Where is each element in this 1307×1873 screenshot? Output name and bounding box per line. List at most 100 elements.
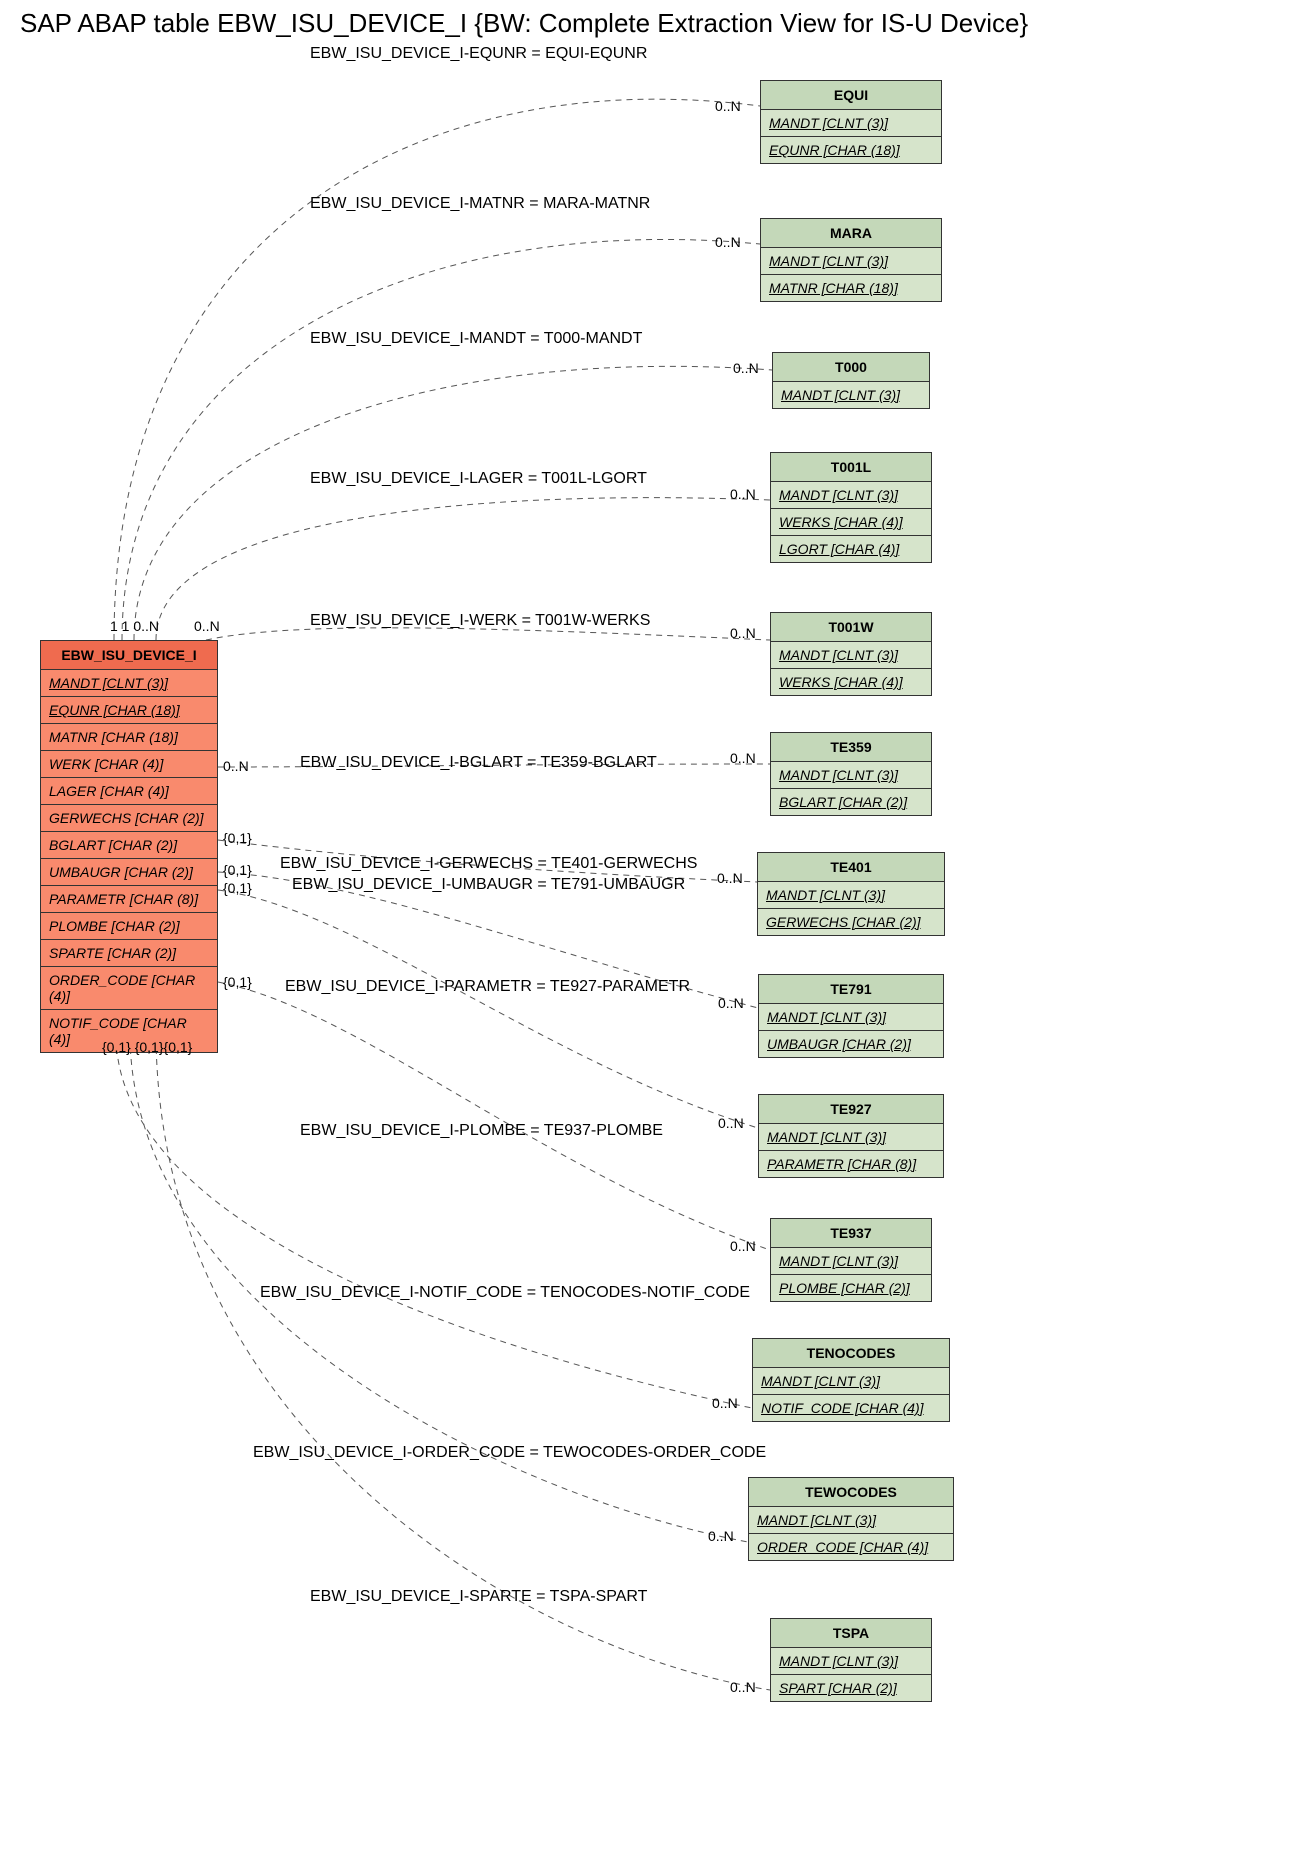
- entity-field: PARAMETR [CHAR (8)]: [41, 886, 217, 913]
- ref-entity-te937: TE937MANDT [CLNT (3)]PLOMBE [CHAR (2)]: [770, 1218, 932, 1302]
- relationship-label: EBW_ISU_DEVICE_I-LAGER = T001L-LGORT: [310, 470, 647, 488]
- entity-field: MANDT [CLNT (3)]: [761, 110, 941, 137]
- ref-entity-t001w: T001WMANDT [CLNT (3)]WERKS [CHAR (4)]: [770, 612, 932, 696]
- entity-header: TE791: [759, 975, 943, 1004]
- entity-field: LGORT [CHAR (4)]: [771, 536, 931, 562]
- entity-field: SPART [CHAR (2)]: [771, 1675, 931, 1701]
- entity-field: MANDT [CLNT (3)]: [771, 762, 931, 789]
- relationship-label: EBW_ISU_DEVICE_I-PLOMBE = TE937-PLOMBE: [300, 1122, 663, 1140]
- ref-entity-tenocodes: TENOCODESMANDT [CLNT (3)]NOTIF_CODE [CHA…: [752, 1338, 950, 1422]
- cardinality-label: 0..N: [194, 618, 220, 634]
- ref-entity-tspa: TSPAMANDT [CLNT (3)]SPART [CHAR (2)]: [770, 1618, 932, 1702]
- cardinality-label: 0..N: [715, 234, 741, 250]
- relationship-label: EBW_ISU_DEVICE_I-NOTIF_CODE = TENOCODES-…: [260, 1284, 750, 1302]
- entity-field: MANDT [CLNT (3)]: [749, 1507, 953, 1534]
- connector-path: [122, 239, 760, 640]
- entity-header: TE927: [759, 1095, 943, 1124]
- entity-field: BGLART [CHAR (2)]: [41, 832, 217, 859]
- relationship-label: EBW_ISU_DEVICE_I-UMBAUGR = TE791-UMBAUGR: [292, 876, 685, 894]
- entity-header: TE937: [771, 1219, 931, 1248]
- cardinality-label: 0..N: [730, 625, 756, 641]
- entity-field: PARAMETR [CHAR (8)]: [759, 1151, 943, 1177]
- ref-entity-t001l: T001LMANDT [CLNT (3)]WERKS [CHAR (4)]LGO…: [770, 452, 932, 563]
- cardinality-label: 0..N: [718, 1115, 744, 1131]
- entity-field: SPARTE [CHAR (2)]: [41, 940, 217, 967]
- entity-field: LAGER [CHAR (4)]: [41, 778, 217, 805]
- cardinality-label: 0..N: [708, 1528, 734, 1544]
- cardinality-label: {0,1}: [223, 830, 252, 846]
- entity-field: PLOMBE [CHAR (2)]: [771, 1275, 931, 1301]
- entity-header: TE401: [758, 853, 944, 882]
- relationship-label: EBW_ISU_DEVICE_I-ORDER_CODE = TEWOCODES-…: [253, 1444, 766, 1462]
- relationship-label: EBW_ISU_DEVICE_I-MATNR = MARA-MATNR: [310, 195, 650, 213]
- entity-header: MARA: [761, 219, 941, 248]
- cardinality-label: {0,1}: [223, 880, 252, 896]
- entity-field: NOTIF_CODE [CHAR (4)]: [753, 1395, 949, 1421]
- entity-field: MANDT [CLNT (3)]: [771, 1248, 931, 1275]
- relationship-label: EBW_ISU_DEVICE_I-WERK = T001W-WERKS: [310, 612, 650, 630]
- connector-path: [116, 1037, 752, 1408]
- entity-field: WERKS [CHAR (4)]: [771, 669, 931, 695]
- entity-field: WERK [CHAR (4)]: [41, 751, 217, 778]
- entity-field: EQUNR [CHAR (18)]: [761, 137, 941, 163]
- entity-field: ORDER_CODE [CHAR (4)]: [749, 1534, 953, 1560]
- ref-entity-t000: T000MANDT [CLNT (3)]: [772, 352, 930, 409]
- cardinality-label: 0..N: [712, 1395, 738, 1411]
- relationship-label: EBW_ISU_DEVICE_I-BGLART = TE359-BGLART: [300, 754, 657, 772]
- ref-entity-te791: TE791MANDT [CLNT (3)]UMBAUGR [CHAR (2)]: [758, 974, 944, 1058]
- entity-field: BGLART [CHAR (2)]: [771, 789, 931, 815]
- entity-field: GERWECHS [CHAR (2)]: [41, 805, 217, 832]
- entity-header: TEWOCODES: [749, 1478, 953, 1507]
- ref-entity-mara: MARAMANDT [CLNT (3)]MATNR [CHAR (18)]: [760, 218, 942, 302]
- ref-entity-equi: EQUIMANDT [CLNT (3)]EQUNR [CHAR (18)]: [760, 80, 942, 164]
- entity-field: EQUNR [CHAR (18)]: [41, 697, 217, 724]
- entity-header: TENOCODES: [753, 1339, 949, 1368]
- entity-field: MANDT [CLNT (3)]: [41, 670, 217, 697]
- relationship-label: EBW_ISU_DEVICE_I-EQUNR = EQUI-EQUNR: [310, 45, 647, 63]
- entity-header: T001L: [771, 453, 931, 482]
- relationship-label: EBW_ISU_DEVICE_I-GERWECHS = TE401-GERWEC…: [280, 855, 697, 873]
- entity-header: TE359: [771, 733, 931, 762]
- entity-field: MANDT [CLNT (3)]: [759, 1124, 943, 1151]
- cardinality-label: 0..N: [717, 870, 743, 886]
- entity-field: MANDT [CLNT (3)]: [759, 1004, 943, 1031]
- erd-canvas: SAP ABAP table EBW_ISU_DEVICE_I {BW: Com…: [0, 0, 1307, 1873]
- cardinality-label: 0..N: [730, 750, 756, 766]
- entity-field: MANDT [CLNT (3)]: [753, 1368, 949, 1395]
- cardinality-label: 1 1 0..N: [110, 618, 159, 634]
- main-entity: EBW_ISU_DEVICE_IMANDT [CLNT (3)]EQUNR [C…: [40, 640, 218, 1053]
- connector-path: [134, 366, 772, 640]
- entity-field: WERKS [CHAR (4)]: [771, 509, 931, 536]
- cardinality-label: {0,1}: [223, 974, 252, 990]
- cardinality-label: 0..N: [715, 98, 741, 114]
- cardinality-label: 0..N: [718, 995, 744, 1011]
- entity-field: MATNR [CHAR (18)]: [41, 724, 217, 751]
- relationship-label: EBW_ISU_DEVICE_I-MANDT = T000-MANDT: [310, 330, 642, 348]
- cardinality-label: 0..N: [733, 360, 759, 376]
- cardinality-label: 0..N: [730, 486, 756, 502]
- entity-field: UMBAUGR [CHAR (2)]: [41, 859, 217, 886]
- cardinality-label: 0..N: [223, 758, 249, 774]
- entity-field: ORDER_CODE [CHAR (4)]: [41, 967, 217, 1010]
- entity-header: T000: [773, 353, 929, 382]
- connector-path: [218, 890, 758, 1128]
- entity-header: EBW_ISU_DEVICE_I: [41, 641, 217, 670]
- cardinality-label: 0..N: [730, 1679, 756, 1695]
- relationship-label: EBW_ISU_DEVICE_I-SPARTE = TSPA-SPART: [310, 1588, 647, 1606]
- entity-field: MATNR [CHAR (18)]: [761, 275, 941, 301]
- ref-entity-te401: TE401MANDT [CLNT (3)]GERWECHS [CHAR (2)]: [757, 852, 945, 936]
- cardinality-label: 0..N: [730, 1238, 756, 1254]
- entity-header: T001W: [771, 613, 931, 642]
- entity-field: MANDT [CLNT (3)]: [773, 382, 929, 408]
- entity-field: MANDT [CLNT (3)]: [771, 482, 931, 509]
- entity-field: MANDT [CLNT (3)]: [758, 882, 944, 909]
- cardinality-label: {0,1} {0,1}{0,1}: [102, 1039, 192, 1055]
- entity-header: TSPA: [771, 1619, 931, 1648]
- entity-field: PLOMBE [CHAR (2)]: [41, 913, 217, 940]
- entity-field: MANDT [CLNT (3)]: [771, 642, 931, 669]
- entity-field: MANDT [CLNT (3)]: [761, 248, 941, 275]
- cardinality-label: {0,1}: [223, 862, 252, 878]
- ref-entity-tewocodes: TEWOCODESMANDT [CLNT (3)]ORDER_CODE [CHA…: [748, 1477, 954, 1561]
- entity-field: MANDT [CLNT (3)]: [771, 1648, 931, 1675]
- entity-field: GERWECHS [CHAR (2)]: [758, 909, 944, 935]
